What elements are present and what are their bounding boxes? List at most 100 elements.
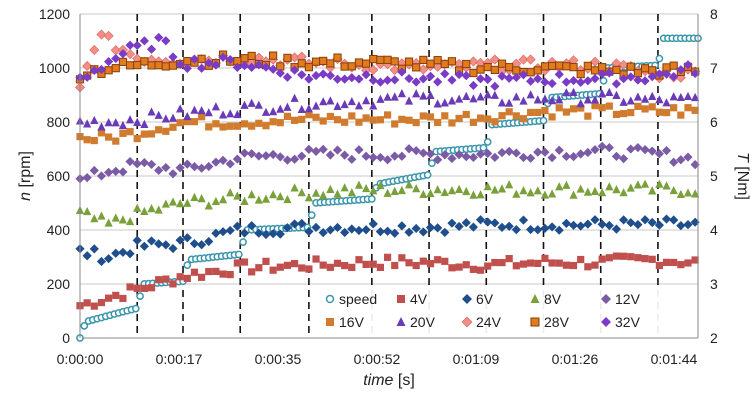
point-16v (162, 127, 170, 135)
point-32v (640, 76, 650, 86)
point-4v (305, 265, 313, 273)
point-32v (247, 62, 257, 72)
point-8v (519, 186, 528, 195)
point-20v (304, 104, 313, 113)
point-6v (433, 223, 443, 233)
point-16v (484, 115, 492, 123)
point-6v (340, 227, 350, 238)
point-16v (119, 129, 127, 137)
point-16v (319, 117, 327, 125)
point-8v (547, 189, 557, 198)
point-6v (561, 218, 571, 229)
point-32v (96, 64, 107, 75)
point-16v (455, 114, 463, 123)
point-6v (397, 221, 407, 231)
point-28v (462, 59, 471, 69)
point-12v (533, 147, 543, 157)
point-12v (89, 165, 99, 176)
point-28v (297, 59, 306, 68)
point-16v (248, 122, 256, 130)
point-4v (119, 294, 127, 303)
point-16v (620, 109, 628, 118)
point-16v (240, 120, 249, 128)
point-32v (354, 74, 364, 84)
point-8v (397, 185, 406, 195)
point-20v (290, 93, 299, 102)
point-8v (462, 186, 471, 196)
point-32v (511, 72, 521, 83)
point-4v (105, 294, 113, 302)
point-4v (112, 291, 120, 299)
point-16v (670, 104, 678, 112)
series-6v (75, 214, 700, 267)
point-32v (82, 72, 92, 82)
point-12v (139, 157, 149, 168)
point-12v (619, 154, 629, 164)
point-8v (333, 189, 342, 198)
point-12v (561, 151, 571, 162)
point-32v (647, 72, 657, 82)
point-4v (355, 256, 363, 264)
point-12v (661, 146, 672, 156)
point-32v (397, 67, 407, 77)
point-4v (412, 261, 420, 270)
point-20v (533, 95, 542, 104)
point-speed (234, 250, 243, 259)
point-6v (96, 256, 107, 267)
point-16v (648, 103, 656, 111)
point-4v (648, 255, 656, 263)
point-6v (404, 227, 414, 237)
point-4v (197, 273, 206, 281)
point-8v (290, 183, 299, 192)
point-24v (82, 60, 93, 71)
point-32v (690, 68, 700, 79)
point-20v (683, 91, 693, 101)
point-6v (661, 214, 672, 224)
point-12v (154, 165, 164, 175)
point-6v (669, 215, 679, 225)
point-16v (555, 104, 563, 112)
point-4v (476, 266, 485, 274)
point-32v (139, 36, 149, 46)
point-24v (525, 54, 536, 65)
point-16v (219, 123, 227, 131)
point-28v (469, 68, 478, 78)
point-16v (476, 114, 485, 122)
point-12v (425, 149, 436, 159)
point-8v (426, 188, 435, 198)
point-28v (283, 53, 292, 62)
point-6v (204, 236, 214, 247)
point-8v (440, 187, 449, 197)
point-16v (226, 122, 234, 130)
point-8v (612, 184, 621, 194)
point-6v (168, 243, 178, 254)
point-4v (641, 255, 649, 263)
point-4v (391, 261, 399, 270)
point-12v (504, 146, 514, 157)
point-28v (583, 61, 592, 70)
point-32v (619, 74, 629, 84)
point-6v (261, 229, 271, 240)
point-6v (640, 215, 650, 225)
point-4v (627, 253, 635, 261)
point-28v (626, 62, 635, 71)
point-20v (640, 94, 650, 103)
point-12v (125, 156, 135, 167)
point-12v (454, 150, 464, 160)
point-12v (318, 144, 328, 154)
point-12v (497, 148, 507, 158)
point-16v (591, 102, 599, 110)
point-32v (361, 70, 371, 80)
point-20v (505, 98, 514, 107)
point-32v (547, 78, 557, 89)
point-16v (598, 104, 606, 112)
point-28v (569, 63, 578, 72)
legend-marker-12v (601, 294, 611, 304)
point-16v (605, 102, 613, 110)
point-16v (197, 113, 206, 121)
point-20v (497, 98, 507, 107)
point-12v (390, 151, 400, 161)
y-left-tick-label: 200 (47, 276, 71, 292)
point-16v (612, 110, 621, 119)
point-28v (526, 68, 535, 77)
